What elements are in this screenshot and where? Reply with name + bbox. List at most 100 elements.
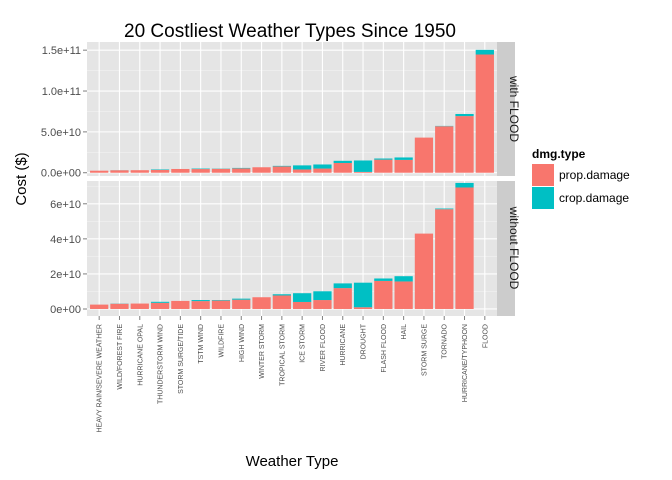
bar-crop-damage xyxy=(374,158,393,160)
x-tick-label: HURRICANE OPAL xyxy=(137,324,144,386)
legend-key-crop-damage xyxy=(532,187,554,209)
x-axis-title: Weather Type xyxy=(246,453,339,470)
bar-prop-damage xyxy=(293,169,312,173)
bar-crop-damage xyxy=(353,160,373,172)
x-ticks: HEAVY RAIN/SEVERE WEATHER WILD/FOREST FIR… xyxy=(97,316,489,433)
bar-crop-damage xyxy=(455,113,474,117)
bar-crop-damage xyxy=(293,165,312,170)
x-tick-label: RIVER FLOOD xyxy=(320,324,327,371)
bar-crop-damage xyxy=(333,160,352,164)
bar-crop-damage xyxy=(313,164,332,169)
bar-prop-damage xyxy=(333,163,352,173)
bar-crop-damage xyxy=(394,276,413,282)
bar-prop-damage xyxy=(90,304,109,309)
bar-prop-damage xyxy=(171,300,190,309)
x-tick-label: WILDFIRE xyxy=(218,324,225,358)
bar-crop-damage xyxy=(475,49,494,55)
strip-label-top: with FLOOD xyxy=(507,75,521,142)
x-tick-label: STORM SURGE xyxy=(421,324,428,376)
x-tick-label: WINTER STORM xyxy=(259,324,266,379)
y-ticks: 0.0e+00 5.0e+10 1.0e+11 1.5e+11 0e+00 2e+10 4e… xyxy=(41,45,87,316)
bar-crop-damage xyxy=(455,182,474,188)
bar-prop-damage xyxy=(150,169,170,173)
bars-layer xyxy=(90,49,494,309)
bar-crop-damage xyxy=(272,165,291,167)
bar-crop-damage xyxy=(272,294,291,296)
y-tick-label: 2e+10 xyxy=(50,269,81,281)
bar-prop-damage xyxy=(272,166,291,173)
y-tick-label: 1.0e+11 xyxy=(42,86,81,98)
y-axis-title: Cost ($) xyxy=(13,152,30,205)
bar-prop-damage xyxy=(211,168,231,173)
legend: dmg.type prop.damage crop.damage xyxy=(532,147,630,209)
x-tick-label: TORNADO xyxy=(442,323,449,358)
bar-prop-damage xyxy=(394,159,413,173)
strip-top xyxy=(497,42,515,176)
bar-prop-damage xyxy=(313,300,332,309)
bar-crop-damage xyxy=(374,278,393,281)
bar-prop-damage xyxy=(333,288,352,309)
bar-prop-damage xyxy=(374,159,393,173)
legend-key-prop-damage xyxy=(532,164,554,186)
bar-crop-damage xyxy=(435,208,454,210)
bar-prop-damage xyxy=(191,301,210,309)
x-tick-label: HEAVY RAIN/SEVERE WEATHER xyxy=(97,324,104,433)
bar-prop-damage xyxy=(293,301,312,309)
bar-prop-damage xyxy=(272,295,291,309)
x-tick-label: HURRICANE/TYPHOON xyxy=(462,324,469,402)
y-tick-label: 4e+10 xyxy=(50,234,81,246)
chart-title: 20 Costliest Weather Types Since 1950 xyxy=(124,21,456,42)
y-tick-label: 5.0e+10 xyxy=(41,127,81,139)
x-tick-label: TROPICAL STORM xyxy=(279,324,286,386)
bar-prop-damage xyxy=(435,209,454,309)
bar-prop-damage xyxy=(252,297,271,309)
strip-label-bottom: without FLOOD xyxy=(507,206,521,290)
bar-prop-damage xyxy=(252,167,271,173)
bar-prop-damage xyxy=(313,168,332,173)
bar-prop-damage xyxy=(211,300,231,309)
bar-prop-damage xyxy=(130,303,149,309)
strip-bottom xyxy=(497,181,515,316)
x-tick-label: HIGH WIND xyxy=(239,324,246,362)
x-tick-label: FLOOD xyxy=(482,324,489,348)
y-tick-label: 6e+10 xyxy=(50,199,81,211)
bar-prop-damage xyxy=(171,168,190,173)
bar-prop-damage xyxy=(353,307,373,309)
bar-crop-damage xyxy=(394,157,413,160)
bar-prop-damage xyxy=(110,170,129,173)
bar-prop-damage xyxy=(414,137,434,173)
bar-prop-damage xyxy=(455,187,474,309)
y-tick-label: 0.0e+00 xyxy=(41,168,81,180)
bar-prop-damage xyxy=(150,302,170,309)
bar-prop-damage xyxy=(475,54,494,173)
bar-crop-damage xyxy=(313,291,332,301)
bar-prop-damage xyxy=(374,280,393,309)
bar-prop-damage xyxy=(353,171,373,173)
bar-crop-damage xyxy=(293,293,312,302)
bar-crop-damage xyxy=(353,282,373,308)
bar-crop-damage xyxy=(191,300,210,302)
bar-crop-damage xyxy=(211,300,231,301)
x-tick-label: DROUGHT xyxy=(361,323,368,359)
x-tick-label: TSTM WIND xyxy=(198,324,205,364)
x-tick-label: STORM SURGE/TIDE xyxy=(178,324,185,394)
bar-prop-damage xyxy=(90,170,109,173)
bar-crop-damage xyxy=(150,301,170,303)
bar-prop-damage xyxy=(394,281,413,309)
bar-prop-damage xyxy=(232,168,251,173)
bar-prop-damage xyxy=(414,233,434,309)
bar-crop-damage xyxy=(232,298,251,300)
x-tick-label: HAIL xyxy=(401,324,408,340)
bar-prop-damage xyxy=(191,169,210,173)
x-tick-label: WILD/FOREST FIRE xyxy=(117,324,124,390)
x-tick-label: HURRICANE xyxy=(340,324,347,366)
x-tick-label: FLASH FLOOD xyxy=(381,324,388,373)
bar-prop-damage xyxy=(455,116,474,173)
bar-prop-damage xyxy=(232,299,251,309)
x-tick-label: ICE STORM xyxy=(300,324,307,363)
legend-label-prop-damage: prop.damage xyxy=(559,168,630,182)
legend-title: dmg.type xyxy=(532,147,586,161)
bar-crop-damage xyxy=(333,283,352,289)
y-tick-label: 0e+00 xyxy=(50,304,81,316)
